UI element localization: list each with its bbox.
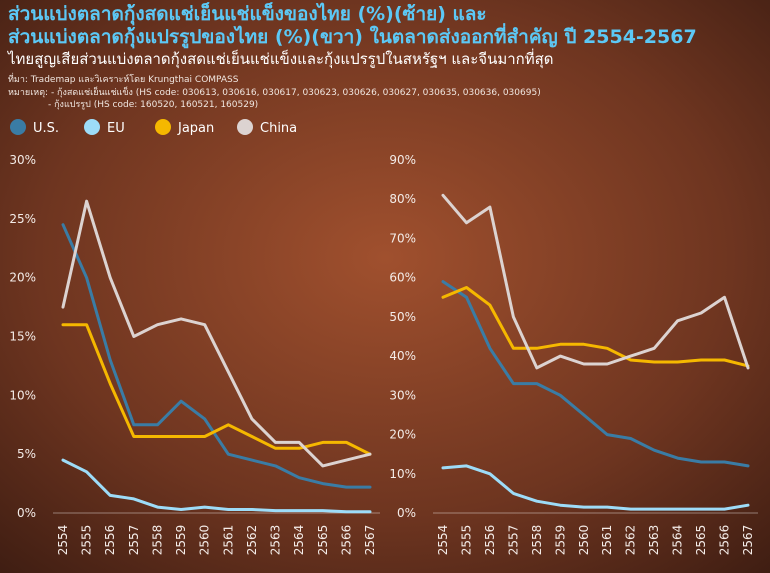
y-tick-label: 90%: [389, 153, 416, 167]
legend-label: China: [260, 121, 297, 136]
series-line: [61, 458, 372, 514]
x-tick-label: 2561: [221, 525, 235, 556]
source: ที่มา: Trademap และวิเคราะห์โดย Krungtha…: [8, 72, 239, 85]
x-tick-label: 2556: [103, 525, 117, 556]
series-line: [441, 280, 750, 468]
y-tick-label: 50%: [389, 310, 416, 324]
y-tick-label: 60%: [389, 271, 416, 285]
series-line: [61, 323, 372, 456]
x-tick-label: 2562: [245, 525, 259, 556]
y-tick-label: 10%: [389, 467, 416, 481]
x-tick-label: 2565: [316, 525, 330, 556]
series-line: [61, 199, 372, 468]
x-tick-label: 2562: [624, 525, 638, 556]
x-tick-label: 2555: [459, 525, 473, 556]
x-tick-label: 2555: [80, 525, 94, 556]
x-tick-label: 2560: [198, 525, 212, 556]
y-tick-label: 20%: [9, 271, 36, 285]
x-tick-label: 2557: [127, 525, 141, 556]
legend-label: Japan: [177, 121, 214, 136]
note: - กุ้งแปรรูป (HS code: 160520, 160521, 1…: [48, 99, 258, 110]
x-tick-label: 2564: [671, 525, 685, 556]
x-tick-label: 2560: [577, 525, 591, 556]
x-tick-label: 2557: [506, 525, 520, 556]
title: ส่วนแบ่งตลาดกุ้งสดแช่เย็นแช่แข็งของไทย (…: [8, 1, 487, 26]
x-tick-label: 2556: [483, 525, 497, 556]
y-tick-label: 30%: [9, 153, 36, 167]
series-line: [441, 193, 750, 370]
legend-label: U.S.: [33, 121, 59, 136]
legend-swatch: [155, 119, 171, 135]
legend-swatch: [237, 119, 253, 135]
x-tick-label: 2567: [741, 525, 755, 556]
subtitle: ไทยสูญเสียส่วนแบ่งตลาดกุ้งสดแช่เย็นแช่แข…: [7, 48, 554, 69]
y-tick-label: 20%: [389, 428, 416, 442]
x-tick-label: 2561: [600, 525, 614, 556]
x-tick-label: 2559: [553, 525, 567, 556]
note: หมายเหตุ: - กุ้งสดแช่เย็นแช่แข็ง (HS cod…: [8, 85, 541, 98]
y-tick-label: 15%: [9, 330, 36, 344]
x-tick-label: 2563: [647, 525, 661, 556]
x-tick-label: 2565: [694, 525, 708, 556]
title: ส่วนแบ่งตลาดกุ้งแปรรูปของไทย (%)(ขวา) ใน…: [8, 23, 697, 49]
x-tick-label: 2558: [150, 525, 164, 556]
x-tick-label: 2558: [530, 525, 544, 556]
y-tick-label: 0%: [17, 506, 36, 520]
y-tick-label: 40%: [389, 349, 416, 363]
x-tick-label: 2566: [339, 525, 353, 556]
legend-label: EU: [107, 121, 125, 136]
legend-swatch: [10, 119, 26, 135]
x-tick-label: 2559: [174, 525, 188, 556]
x-tick-label: 2563: [269, 525, 283, 556]
y-tick-label: 80%: [389, 192, 416, 206]
x-tick-label: 2554: [56, 525, 70, 556]
y-tick-label: 0%: [397, 506, 416, 520]
x-tick-label: 2564: [292, 525, 306, 556]
y-tick-label: 70%: [389, 231, 416, 245]
legend-swatch: [84, 119, 100, 135]
series-line: [441, 286, 750, 368]
y-tick-label: 30%: [389, 388, 416, 402]
x-tick-label: 2567: [363, 525, 377, 556]
x-tick-label: 2566: [718, 525, 732, 556]
y-tick-label: 5%: [17, 447, 36, 461]
y-tick-label: 25%: [9, 212, 36, 226]
x-tick-label: 2554: [436, 525, 450, 556]
series-line: [441, 464, 750, 511]
series-line: [61, 223, 372, 489]
y-tick-label: 10%: [9, 388, 36, 402]
